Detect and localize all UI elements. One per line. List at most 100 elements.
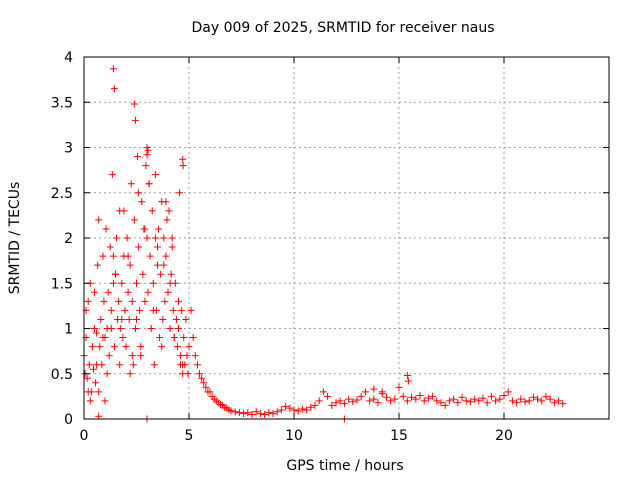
data-point <box>298 405 306 413</box>
data-point <box>366 397 374 405</box>
data-point <box>500 391 508 399</box>
data-point <box>294 407 302 415</box>
data-point <box>130 216 138 224</box>
data-point <box>97 315 105 323</box>
data-point <box>128 297 136 305</box>
y-tick-label: 1 <box>64 322 73 338</box>
data-point <box>84 388 92 396</box>
data-point <box>143 151 151 159</box>
data-point <box>168 234 176 242</box>
data-point <box>100 297 108 305</box>
data-point <box>119 334 127 342</box>
data-point <box>231 408 239 416</box>
y-tick-label: 1.5 <box>51 276 73 292</box>
data-point <box>170 334 178 342</box>
data-point <box>315 397 323 405</box>
data-point <box>159 315 167 323</box>
data-point <box>353 396 361 404</box>
data-point <box>429 392 437 400</box>
data-point <box>404 377 412 385</box>
data-point <box>147 325 155 332</box>
data-point <box>173 343 181 351</box>
data-point <box>227 407 235 415</box>
data-point <box>128 352 136 360</box>
data-point <box>521 398 529 406</box>
data-point <box>120 207 128 215</box>
data-point <box>172 315 180 323</box>
data-point <box>265 409 273 417</box>
data-point <box>332 399 340 407</box>
data-point <box>441 401 449 409</box>
data-point <box>160 234 168 242</box>
data-point <box>116 361 124 369</box>
data-point <box>382 393 390 401</box>
y-tick-label: 0.5 <box>51 367 73 383</box>
data-point <box>513 399 521 407</box>
data-point <box>412 395 420 403</box>
data-point <box>130 100 138 108</box>
data-point <box>84 297 92 305</box>
data-point <box>395 383 403 391</box>
data-point <box>143 234 151 242</box>
data-point <box>183 352 191 360</box>
data-point <box>160 261 168 269</box>
data-point <box>542 392 550 400</box>
data-point <box>112 270 119 278</box>
data-point <box>370 385 378 393</box>
data-point <box>206 388 214 396</box>
data-point <box>198 374 206 382</box>
data-point <box>177 361 185 369</box>
data-point <box>110 343 118 351</box>
data-point <box>403 372 411 380</box>
x-axis-title: GPS time / hours <box>286 458 403 474</box>
data-point <box>336 397 344 405</box>
data-point <box>99 252 107 260</box>
data-point <box>555 397 563 405</box>
data-point <box>135 189 143 197</box>
data-point <box>99 334 107 342</box>
data-point <box>345 395 353 403</box>
data-point <box>122 343 130 351</box>
data-point <box>96 343 104 351</box>
data-point <box>387 397 395 405</box>
data-point <box>157 270 165 278</box>
data-point <box>106 243 114 251</box>
data-point <box>92 379 100 387</box>
data-point <box>176 189 184 197</box>
y-tick-labels: 0 0.5 1 1.5 2 2.5 3 3.5 4 <box>51 50 73 428</box>
data-point <box>93 329 101 337</box>
data-point <box>290 406 298 414</box>
data-point <box>399 392 407 400</box>
data-point <box>88 343 96 351</box>
data-point <box>319 388 327 396</box>
data-point <box>408 393 416 401</box>
data-point <box>126 370 134 378</box>
data-point <box>167 270 175 278</box>
data-point <box>277 406 285 414</box>
grid <box>84 57 609 419</box>
data-point <box>169 306 177 314</box>
data-point <box>118 315 126 323</box>
y-tick-label: 3.5 <box>51 95 73 111</box>
data-point <box>123 234 131 242</box>
data-point <box>149 279 157 287</box>
data-point <box>196 370 203 378</box>
data-point <box>303 406 311 414</box>
data-point <box>189 334 197 342</box>
data-point <box>177 352 185 360</box>
data-point <box>168 243 176 251</box>
data-point <box>145 180 153 188</box>
data-point <box>475 397 483 405</box>
data-point <box>89 365 97 373</box>
data-point <box>534 395 542 403</box>
data-point <box>361 388 369 396</box>
data-point <box>182 315 190 323</box>
data-points <box>80 65 567 423</box>
data-point <box>184 370 192 378</box>
data-point <box>109 252 117 260</box>
data-point <box>149 306 157 314</box>
data-point <box>529 393 537 401</box>
data-point <box>134 153 142 161</box>
data-point <box>118 279 126 287</box>
